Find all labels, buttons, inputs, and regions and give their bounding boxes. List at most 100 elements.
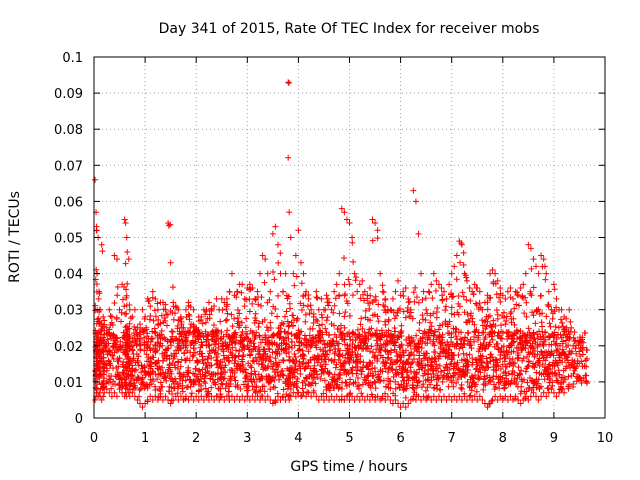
data-point xyxy=(218,365,225,372)
data-point xyxy=(358,371,365,378)
data-point xyxy=(256,332,263,339)
data-point xyxy=(366,285,373,292)
data-point xyxy=(458,381,465,388)
data-point xyxy=(151,325,158,332)
data-point xyxy=(510,315,517,322)
data-point xyxy=(527,393,534,400)
data-point xyxy=(188,390,195,397)
data-point xyxy=(320,337,327,344)
data-point xyxy=(366,382,373,389)
data-point xyxy=(228,375,235,382)
data-point xyxy=(312,380,319,387)
data-point xyxy=(267,377,274,384)
data-point xyxy=(583,363,590,370)
data-point xyxy=(451,263,458,270)
data-point xyxy=(228,393,235,400)
data-point xyxy=(437,353,444,360)
data-point xyxy=(203,306,210,313)
data-point xyxy=(109,321,116,328)
data-point xyxy=(123,234,130,241)
data-point xyxy=(108,385,115,392)
data-point xyxy=(347,336,354,343)
data-point xyxy=(371,354,378,361)
data-point xyxy=(126,355,133,362)
data-point xyxy=(206,311,213,318)
data-point xyxy=(242,375,249,382)
data-point xyxy=(283,350,290,357)
data-point xyxy=(462,334,469,341)
data-point xyxy=(418,360,425,367)
data-point xyxy=(470,338,477,345)
data-point xyxy=(448,270,455,277)
data-point xyxy=(204,332,211,339)
data-point xyxy=(185,369,192,376)
data-point xyxy=(385,369,392,376)
data-point xyxy=(543,313,550,320)
data-point xyxy=(525,396,532,403)
data-point xyxy=(443,295,450,302)
y-tick-label: 0 xyxy=(75,412,83,427)
data-point xyxy=(484,299,491,306)
data-point xyxy=(416,343,423,350)
data-point xyxy=(172,364,179,371)
data-point xyxy=(372,220,379,227)
data-point xyxy=(267,319,274,326)
data-point xyxy=(552,370,559,377)
data-point xyxy=(460,350,467,357)
axis-ticks xyxy=(93,56,606,419)
data-point xyxy=(252,297,259,304)
data-point xyxy=(116,355,123,362)
data-point xyxy=(464,329,471,336)
data-point xyxy=(264,270,271,277)
data-point xyxy=(111,389,118,396)
data-point xyxy=(135,353,142,360)
data-point xyxy=(346,381,353,388)
data-point xyxy=(433,277,440,284)
data-point xyxy=(571,329,578,336)
data-point xyxy=(257,386,264,393)
data-point xyxy=(466,384,473,391)
data-point xyxy=(524,363,531,370)
data-point xyxy=(543,366,550,373)
data-point xyxy=(356,281,363,288)
data-point xyxy=(480,386,487,393)
data-point xyxy=(379,282,386,289)
data-point xyxy=(338,205,345,212)
data-point xyxy=(162,369,169,376)
data-point xyxy=(116,371,123,378)
data-point xyxy=(286,343,293,350)
data-point xyxy=(448,334,455,341)
data-point xyxy=(475,336,482,343)
data-point xyxy=(559,385,566,392)
data-point xyxy=(322,348,329,355)
data-point xyxy=(194,358,201,365)
data-point xyxy=(282,346,289,353)
data-point xyxy=(269,349,276,356)
data-point xyxy=(539,310,546,317)
data-point xyxy=(114,335,121,342)
data-point xyxy=(214,369,221,376)
data-point xyxy=(239,358,246,365)
data-point xyxy=(469,396,476,403)
data-point xyxy=(405,333,412,340)
data-point xyxy=(204,388,211,395)
data-point xyxy=(426,289,433,296)
data-point xyxy=(170,316,177,323)
data-point xyxy=(470,291,477,298)
data-point xyxy=(508,377,515,384)
data-point xyxy=(106,362,113,369)
data-point xyxy=(374,235,381,242)
data-point xyxy=(233,347,240,354)
data-point xyxy=(398,328,405,335)
data-point xyxy=(385,381,392,388)
x-tick-label: 4 xyxy=(294,431,302,446)
data-point xyxy=(313,393,320,400)
data-point xyxy=(413,332,420,339)
data-point xyxy=(394,309,401,316)
data-point xyxy=(309,325,316,332)
data-point xyxy=(222,362,229,369)
data-point xyxy=(223,295,230,302)
data-point xyxy=(387,396,394,403)
data-point xyxy=(336,310,343,317)
data-point xyxy=(240,381,247,388)
